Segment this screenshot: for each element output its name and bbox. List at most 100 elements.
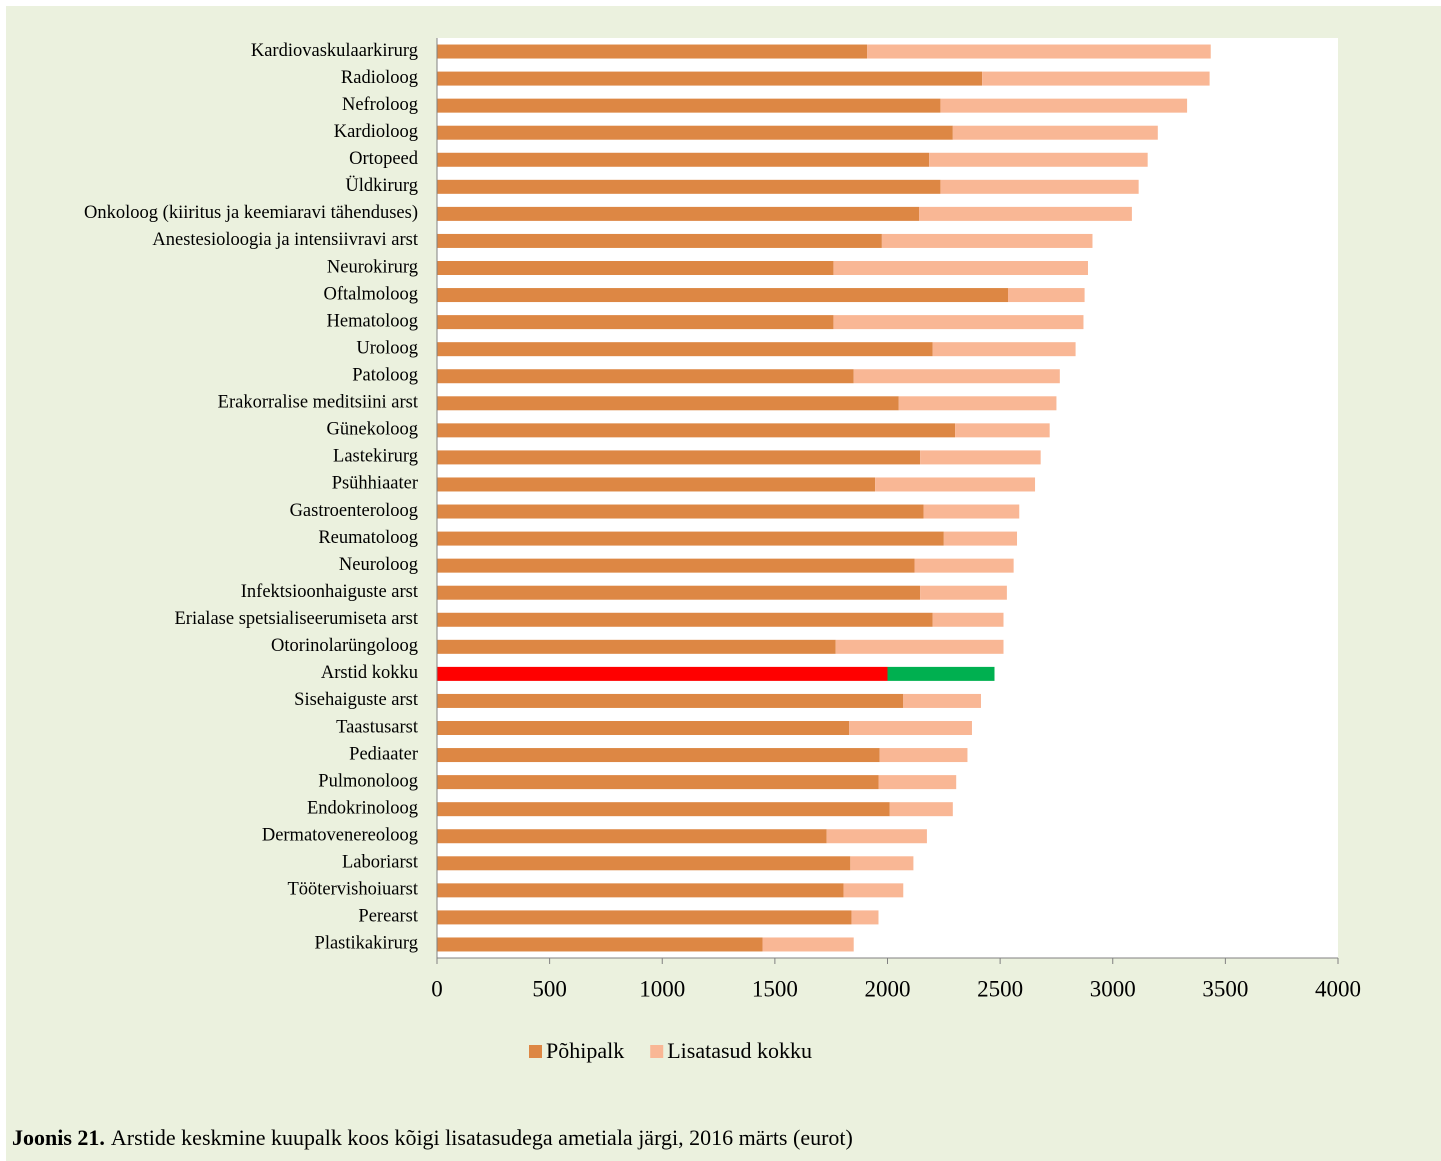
y-tick-label: Psühhiaater bbox=[332, 474, 418, 494]
bar-segment bbox=[849, 721, 972, 735]
y-tick-label: Pediaater bbox=[349, 744, 418, 764]
bar-segment bbox=[437, 829, 827, 844]
bar-segment bbox=[826, 829, 927, 844]
y-tick-label: Ortopeed bbox=[349, 149, 419, 169]
x-tick-label: 500 bbox=[532, 976, 567, 1001]
legend-swatch bbox=[529, 1045, 542, 1058]
x-tick-label: 3500 bbox=[1202, 976, 1248, 1001]
y-tick-label: Taastusarst bbox=[336, 717, 419, 737]
bar-segment bbox=[851, 910, 879, 925]
bar-segment bbox=[437, 558, 915, 573]
y-tick-label: Kardiovaskulaarkirurg bbox=[251, 41, 418, 61]
bar-segment bbox=[920, 585, 1007, 600]
y-tick-label: Pulmonoloog bbox=[318, 771, 418, 791]
y-tick-label: Endokrinoloog bbox=[307, 798, 418, 818]
y-tick-label: Erakorralise meditsiini arst bbox=[218, 393, 419, 413]
bar-segment bbox=[437, 98, 941, 113]
bar-segment bbox=[1008, 288, 1085, 303]
bar-segment bbox=[437, 639, 836, 654]
y-tick-label: Neurokirurg bbox=[327, 257, 418, 277]
y-tick-label: Gastroenteroloog bbox=[290, 501, 418, 521]
y-tick-label: Nefroloog bbox=[342, 95, 418, 115]
y-tick-label: Anestesioloogia ja intensiivravi arst bbox=[152, 230, 418, 250]
caption-text: Arstide keskmine kuupalk koos kõigi lisa… bbox=[111, 1125, 853, 1150]
bar-segment bbox=[437, 504, 924, 519]
bar-segment bbox=[437, 315, 834, 330]
legend-label: Põhipalk bbox=[546, 1038, 624, 1063]
bar-segment bbox=[940, 179, 1139, 194]
bar-segment bbox=[437, 883, 844, 898]
y-tick-label: Hematoloog bbox=[327, 311, 418, 331]
y-tick-label: Günekoloog bbox=[327, 420, 418, 440]
bar-segment bbox=[932, 612, 1004, 627]
bar-segment bbox=[437, 856, 851, 871]
bar-segment bbox=[879, 748, 968, 763]
bar-segment bbox=[853, 369, 1060, 384]
bar-segment bbox=[952, 125, 1158, 140]
bar-segment bbox=[878, 775, 957, 790]
bar-segment bbox=[920, 450, 1041, 465]
y-tick-label: Arstid kokku bbox=[321, 663, 418, 683]
bar-segment bbox=[437, 261, 834, 275]
y-tick-label: Perearst bbox=[358, 907, 418, 927]
bar-segment bbox=[943, 531, 1018, 546]
bar-segment bbox=[914, 558, 1014, 573]
bar-segment bbox=[898, 396, 1057, 411]
x-tick-label: 2500 bbox=[977, 976, 1023, 1001]
bar-segment bbox=[887, 666, 995, 681]
y-tick-label: Infektsioonhaiguste arst bbox=[241, 582, 419, 602]
y-tick-label: Lastekirurg bbox=[333, 447, 418, 467]
bar-segment bbox=[437, 71, 983, 86]
caption: Joonis 21. Arstide keskmine kuupalk koos … bbox=[12, 1125, 853, 1150]
legend-swatch bbox=[650, 1045, 664, 1058]
bar-segment bbox=[833, 315, 1084, 330]
bar-segment bbox=[437, 937, 763, 952]
bar-segment bbox=[437, 369, 854, 384]
bar-segment bbox=[437, 666, 888, 681]
bar-segment bbox=[437, 802, 890, 817]
bar-segment bbox=[923, 504, 1020, 519]
bar-segment bbox=[437, 721, 850, 735]
bar-segment bbox=[437, 179, 941, 194]
bar-segment bbox=[903, 693, 981, 708]
bar-segment bbox=[437, 748, 880, 763]
bar-segment bbox=[437, 206, 920, 221]
bar-segment bbox=[940, 98, 1188, 113]
y-tick-label: Onkoloog (kiiritus ja keemiaravi tähendu… bbox=[84, 203, 418, 223]
y-tick-label: Üldkirurg bbox=[345, 175, 418, 196]
bar-segment bbox=[437, 450, 921, 465]
bar-segment bbox=[437, 531, 944, 546]
y-tick-label: Sisehaiguste arst bbox=[294, 690, 419, 710]
bar-segment bbox=[919, 206, 1132, 221]
bar-segment bbox=[835, 639, 1004, 654]
bar-segment bbox=[833, 261, 1088, 275]
bar-segment bbox=[762, 937, 854, 952]
x-tick-label: 4000 bbox=[1315, 976, 1361, 1001]
x-tick-label: 1000 bbox=[639, 976, 685, 1001]
bar-segment bbox=[437, 396, 899, 411]
bar-segment bbox=[437, 612, 933, 627]
x-tick-label: 0 bbox=[431, 976, 443, 1001]
bar-segment bbox=[932, 342, 1076, 357]
bar-segment bbox=[437, 693, 904, 708]
bar-segment bbox=[437, 152, 930, 167]
bar-segment bbox=[437, 910, 852, 925]
bar-segment bbox=[955, 423, 1050, 438]
legend-label: Lisatasud kokku bbox=[667, 1038, 812, 1063]
y-tick-label: Töötervishoiuarst bbox=[287, 880, 418, 900]
caption-label: Joonis 21. bbox=[12, 1125, 105, 1150]
bar-segment bbox=[881, 233, 1093, 248]
bar-segment bbox=[437, 342, 933, 357]
y-tick-label: Otorinolarüngoloog bbox=[271, 636, 418, 656]
y-tick-label: Laboriarst bbox=[342, 853, 419, 873]
bar-segment bbox=[437, 288, 1009, 303]
bar-segment bbox=[437, 585, 921, 600]
bar-segment bbox=[850, 856, 914, 871]
bar-segment bbox=[875, 477, 1036, 492]
y-tick-label: Neuroloog bbox=[339, 555, 418, 575]
plot-area bbox=[437, 38, 1338, 958]
y-tick-label: Reumatoloog bbox=[318, 528, 418, 548]
y-tick-label: Radioloog bbox=[341, 68, 418, 88]
y-tick-label: Oftalmoloog bbox=[323, 284, 418, 304]
